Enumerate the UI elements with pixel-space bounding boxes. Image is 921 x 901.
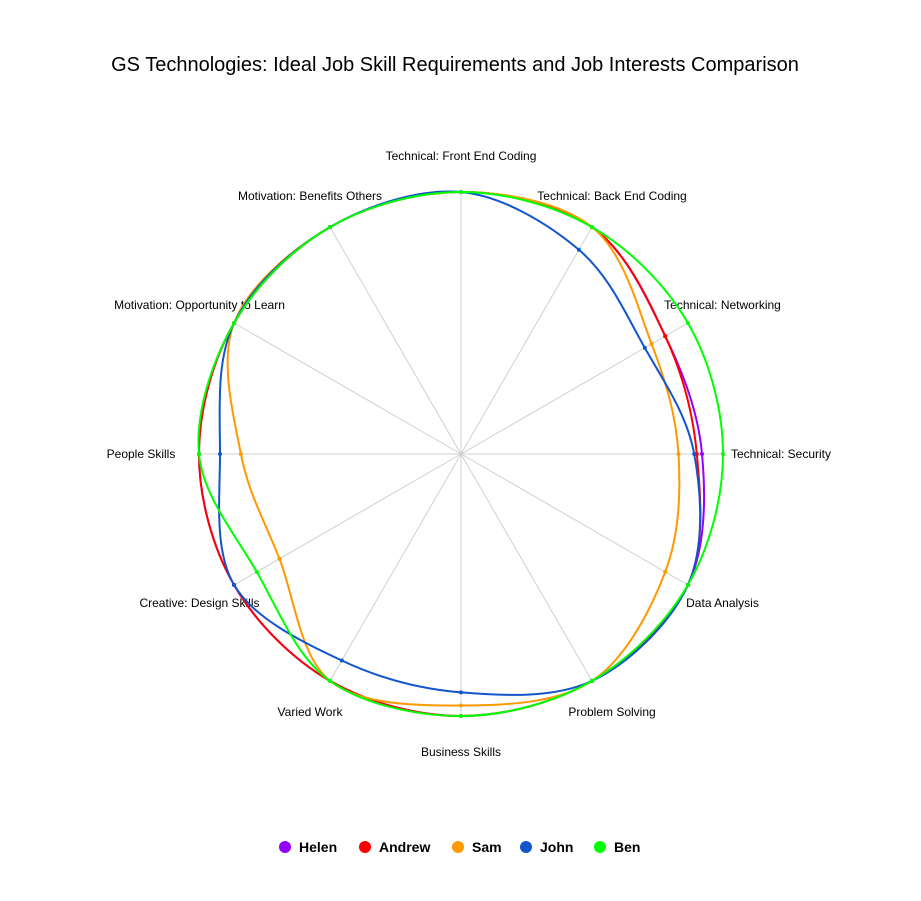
axis-label-people-skills: People Skills: [107, 447, 176, 461]
point-ben-business-skills: [459, 714, 463, 718]
point-sam-business-skills: [459, 703, 463, 708]
point-ben-varied-work: [328, 678, 332, 683]
point-sam-people-skills: [238, 452, 243, 456]
legend[interactable]: Helen Andrew Sam John Ben: [279, 839, 640, 855]
legend-label-helen: Helen: [299, 839, 337, 855]
series-lines: [197, 190, 725, 718]
point-sam-data-analysis: [663, 569, 668, 574]
point-sam-technical-networking: [649, 342, 654, 346]
point-john-business-skills: [459, 690, 463, 695]
point-andrew-technical-networking: [663, 334, 668, 339]
point-ben-technical-security: [721, 452, 725, 456]
axis-label-varied-work: Varied Work: [278, 705, 344, 719]
point-john-people-skills: [218, 452, 222, 456]
legend-item-john[interactable]: John: [520, 839, 573, 855]
legend-label-john: John: [540, 839, 573, 855]
point-sam-creative-design-skills: [277, 556, 282, 561]
series-line-sam: [226, 190, 681, 707]
legend-item-ben[interactable]: Ben: [594, 839, 640, 855]
axis-label-problem-solving: Problem Solving: [568, 705, 655, 719]
point-john-technical-back-end-coding: [576, 247, 581, 252]
axis-label-motivation-benefits-others: Motivation: Benefits Others: [238, 189, 382, 203]
series-sam: [226, 190, 681, 708]
point-helen-technical-security: [700, 452, 704, 456]
legend-swatch-ben: [594, 841, 606, 853]
legend-label-andrew: Andrew: [379, 839, 430, 855]
legend-swatch-sam: [452, 841, 464, 853]
legend-swatch-john: [520, 841, 532, 853]
legend-item-sam[interactable]: Sam: [452, 839, 502, 855]
spoke-creative-design-skills: [233, 453, 462, 586]
point-john-varied-work: [339, 658, 344, 663]
point-ben-motivation-benefits-others: [328, 225, 332, 230]
point-sam-technical-security: [676, 452, 681, 456]
series-ben: [197, 190, 725, 718]
point-ben-problem-solving: [590, 678, 594, 683]
axis-label-business-skills: Business Skills: [421, 745, 501, 759]
spoke-varied-work: [329, 453, 462, 682]
spoke-problem-solving: [460, 453, 593, 682]
axis-label-motivation-opportunity-to-learn: Motivation: Opportunity to Learn: [114, 298, 285, 312]
spoke-motivation-opportunity-to-learn: [233, 322, 462, 455]
point-john-creative-design-skills: [232, 583, 237, 587]
legend-label-sam: Sam: [472, 839, 502, 855]
grid-spokes: [199, 192, 723, 716]
legend-label-ben: Ben: [614, 839, 640, 855]
point-ben-technical-back-end-coding: [590, 225, 594, 230]
legend-item-helen[interactable]: Helen: [279, 839, 337, 855]
axis-label-data-analysis: Data Analysis: [686, 596, 759, 610]
point-ben-motivation-opportunity-to-learn: [232, 321, 237, 325]
axis-label-technical-networking: Technical: Networking: [664, 298, 781, 312]
legend-swatch-helen: [279, 841, 291, 853]
point-john-technical-networking: [642, 345, 647, 350]
legend-item-andrew[interactable]: Andrew: [359, 839, 430, 855]
axis-label-creative-design-skills: Creative: Design Skills: [139, 596, 259, 610]
axis-labels: Technical: Front End Coding Technical: Ba…: [107, 149, 831, 759]
spoke-technical-networking: [460, 322, 689, 455]
point-ben-people-skills: [197, 452, 201, 456]
chart-title: GS Technologies: Ideal Job Skill Require…: [111, 54, 799, 76]
point-john-technical-security: [692, 452, 697, 456]
spoke-motivation-benefits-others: [329, 226, 462, 455]
point-ben-data-analysis: [685, 583, 690, 587]
axis-label-technical-security: Technical: Security: [731, 447, 831, 461]
point-ben-technical-networking: [685, 321, 690, 325]
spoke-data-analysis: [460, 453, 689, 586]
axis-label-technical-back-end-coding: Technical: Back End Coding: [537, 189, 686, 203]
legend-swatch-andrew: [359, 841, 371, 853]
spoke-technical-back-end-coding: [460, 226, 593, 455]
point-ben-technical-front-end-coding: [459, 190, 463, 194]
point-ben-creative-design-skills: [254, 569, 259, 574]
axis-label-technical-front-end-coding: Technical: Front End Coding: [386, 149, 537, 163]
